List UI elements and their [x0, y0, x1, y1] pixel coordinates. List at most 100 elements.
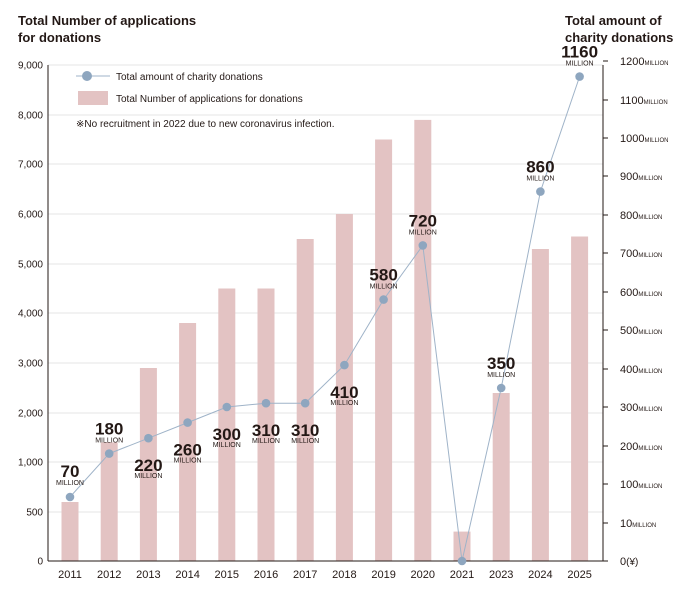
- right-tick-label: 700MILLION: [620, 248, 662, 260]
- x-tick-label: 2025: [567, 569, 591, 581]
- x-tick-label: 2018: [332, 569, 356, 581]
- data-label-unit: MILLION: [252, 438, 280, 445]
- data-label-value: 220: [134, 456, 162, 475]
- data-label-unit: MILLION: [213, 442, 241, 449]
- data-label-value: 300: [213, 425, 241, 444]
- x-tick-label: 2014: [175, 569, 199, 581]
- x-tick-label: 2016: [254, 569, 278, 581]
- data-label-unit: MILLION: [409, 229, 437, 236]
- point-2021: [457, 556, 467, 566]
- donation-line: [69, 76, 581, 562]
- right-tick-label: 600MILLION: [620, 287, 662, 299]
- left-tick-label: 9,000: [18, 61, 43, 72]
- data-label-value: 1160: [561, 43, 598, 62]
- right-tick-label: 1200MILLION: [620, 56, 669, 68]
- x-tick-label: 2019: [371, 569, 395, 581]
- bar-2016: [257, 288, 275, 561]
- point-2015: [222, 402, 232, 412]
- bar-2018: [335, 214, 353, 561]
- x-tick-label: 2021: [450, 569, 474, 581]
- bar-2012: [100, 442, 118, 561]
- left-axis-title: Total Number of applications for donatio…: [18, 13, 197, 45]
- point-2019: [379, 295, 388, 304]
- point-2025: [575, 72, 584, 81]
- x-tick-label: 2013: [136, 569, 160, 581]
- left-tick-label: 6,000: [18, 210, 43, 221]
- x-tick-label: 2017: [293, 569, 317, 581]
- right-tick-label: 800MILLION: [620, 210, 662, 222]
- point-2014: [183, 418, 192, 427]
- x-tick-label: 2011: [58, 569, 82, 581]
- x-tick-label: 2012: [97, 569, 121, 581]
- bar-2021: [453, 531, 471, 561]
- x-tick-label: 2020: [411, 569, 435, 581]
- point-2016: [261, 398, 271, 408]
- x-tick-label: 2023: [489, 569, 513, 581]
- left-tick-label: 4,000: [18, 309, 43, 320]
- legend-bar-swatch: [78, 91, 108, 105]
- right-tick-label: 100MILLION: [620, 479, 662, 491]
- left-tick-label: 2,000: [18, 409, 43, 420]
- data-label-unit: MILLION: [526, 176, 554, 183]
- point-2017: [300, 398, 310, 408]
- right-axis-title: Total amount of charity donations: [565, 13, 674, 45]
- right-tick-label: 1100MILLION: [620, 95, 668, 107]
- bar-2013: [139, 368, 157, 561]
- right-tick-label: 200MILLION: [620, 441, 662, 453]
- point-2018: [340, 360, 349, 370]
- left-tick-label: 5,000: [18, 260, 43, 271]
- data-label-unit: MILLION: [370, 284, 398, 291]
- data-label-unit: MILLION: [56, 480, 84, 487]
- legend-bar-label: Total Number of applications for donatio…: [116, 94, 303, 105]
- left-tick-label: 8,000: [18, 111, 43, 122]
- point-2020: [418, 241, 428, 250]
- left-tick-label: 0: [37, 557, 43, 568]
- data-label-unit: MILLION: [291, 438, 319, 445]
- bar-2023: [492, 393, 510, 561]
- data-label-unit: MILLION: [566, 61, 594, 68]
- bar-2015: [218, 288, 236, 561]
- right-tick-label: 300MILLION: [620, 402, 662, 414]
- left-tick-label: 7,000: [18, 160, 43, 171]
- right-tick-label: 400MILLION: [620, 364, 662, 376]
- data-label-value: 310: [252, 421, 280, 440]
- data-label-value: 310: [291, 421, 319, 440]
- point-2023: [496, 383, 506, 393]
- point-2011: [65, 492, 75, 502]
- bar-2024: [531, 249, 549, 561]
- right-tick-label: 10MILLION: [620, 518, 656, 530]
- data-label-value: 350: [487, 354, 515, 373]
- right-tick-label: 1000MILLION: [620, 133, 669, 145]
- right-tick-label: 0(¥): [620, 556, 638, 568]
- legend-marker-swatch: [82, 71, 92, 81]
- right-tick-label: 500MILLION: [620, 325, 662, 337]
- bar-2014: [179, 323, 197, 561]
- point-2012: [104, 449, 114, 458]
- data-label-value: 260: [173, 441, 201, 460]
- legend-line-label: Total amount of charity donations: [116, 72, 263, 83]
- data-label-value: 860: [526, 158, 554, 177]
- bar-2020: [414, 119, 432, 562]
- legend-note: ※No recruitment in 2022 due to new coron…: [76, 119, 335, 130]
- left-tick-label: 500: [26, 508, 43, 519]
- bar-2019: [375, 139, 393, 561]
- data-label-value: 70: [61, 462, 80, 481]
- data-label-value: 720: [409, 211, 437, 230]
- data-label-unit: MILLION: [174, 458, 202, 465]
- data-label-value: 410: [330, 383, 358, 402]
- data-label-unit: MILLION: [330, 400, 358, 407]
- bar-2011: [61, 502, 79, 561]
- data-label-value: 180: [95, 420, 123, 439]
- left-tick-label: 3,000: [18, 359, 43, 370]
- right-tick-label: 900MILLION: [620, 171, 662, 183]
- x-tick-label: 2024: [528, 569, 552, 581]
- point-2013: [144, 433, 153, 443]
- bar-2025: [571, 236, 589, 561]
- point-2024: [536, 187, 545, 196]
- data-label-unit: MILLION: [95, 438, 123, 445]
- x-tick-label: 2015: [215, 569, 239, 581]
- data-label-unit: MILLION: [487, 372, 515, 379]
- data-label-unit: MILLION: [134, 473, 162, 480]
- data-label-value: 580: [369, 266, 397, 285]
